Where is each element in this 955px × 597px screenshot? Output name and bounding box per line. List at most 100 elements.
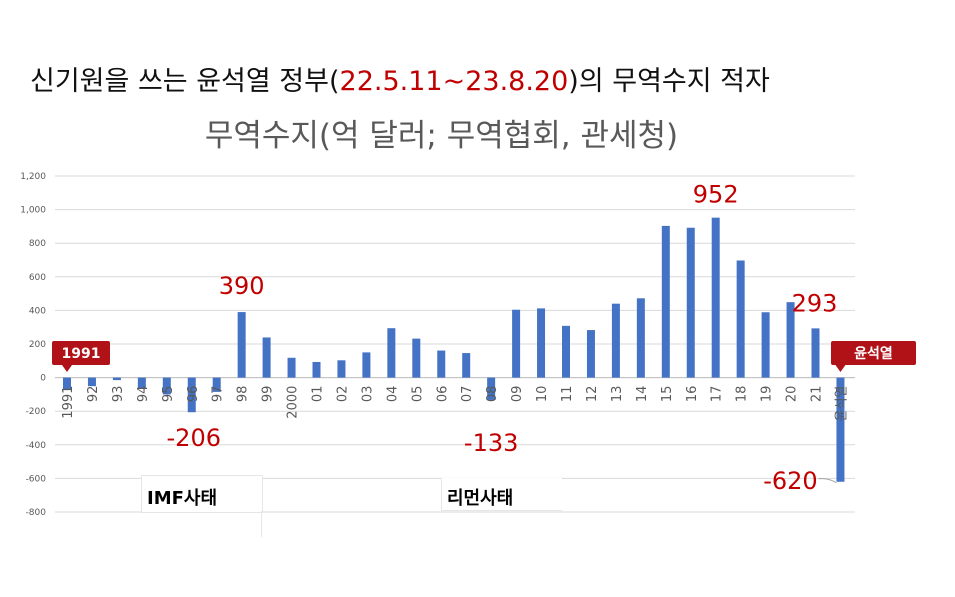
x-tick-label: 06 bbox=[435, 386, 450, 403]
headline-prefix: 신기원을 쓰는 윤석열 정부( bbox=[30, 66, 340, 97]
value-callout: 390 bbox=[219, 272, 265, 300]
callout-leader-line bbox=[818, 478, 837, 484]
bar-07 bbox=[462, 353, 471, 378]
bar-98 bbox=[237, 312, 246, 378]
bar-96 bbox=[187, 377, 196, 413]
x-tick-label: 03 bbox=[360, 386, 375, 403]
y-tick-label: 0 bbox=[40, 374, 46, 384]
y-tick-label: 600 bbox=[29, 273, 46, 283]
bar-2000 bbox=[287, 357, 296, 378]
era-tag-bg bbox=[831, 341, 916, 365]
value-callout: -133 bbox=[464, 429, 518, 457]
x-tick-label: 11 bbox=[560, 386, 575, 403]
gridlines bbox=[55, 175, 855, 513]
y-tick-label: 1,200 bbox=[20, 172, 46, 182]
bar-18 bbox=[736, 260, 745, 378]
era-tag: 1991 bbox=[52, 341, 110, 372]
bar-92 bbox=[87, 377, 96, 387]
value-callout: -206 bbox=[167, 424, 221, 452]
bar-16 bbox=[686, 227, 695, 378]
event-label-imf: IMF사태 bbox=[147, 488, 218, 509]
event-label-lehman: 리먼사태 bbox=[447, 488, 514, 509]
bar-04 bbox=[387, 328, 396, 378]
era-tags: 1991 윤석열 bbox=[52, 341, 916, 372]
bar-06 bbox=[437, 350, 446, 378]
x-tick-label: 05 bbox=[410, 386, 425, 403]
x-tick-label: 2000 bbox=[286, 386, 301, 419]
bar-17 bbox=[711, 217, 720, 378]
y-tick-label: -800 bbox=[26, 508, 47, 518]
x-tick-label: 04 bbox=[385, 386, 400, 403]
y-tick-label: 200 bbox=[29, 340, 46, 350]
event-box-imf: IMF사태 bbox=[141, 475, 263, 513]
bar-21 bbox=[811, 328, 820, 378]
bar-05 bbox=[412, 338, 421, 378]
bar-11 bbox=[562, 325, 570, 378]
headline: 신기원을 쓰는 윤석열 정부(22.5.11~23.8.20)의 무역수지 적자 bbox=[30, 60, 830, 104]
bar-99 bbox=[262, 337, 271, 378]
x-tick-label: 10 bbox=[535, 386, 550, 403]
headline-suffix: )의 무역수지 적자 bbox=[568, 66, 770, 97]
x-tick-label: 1991 bbox=[61, 386, 76, 419]
x-tick-label: 08 bbox=[485, 386, 500, 403]
x-tick-label: 12 bbox=[585, 386, 600, 403]
x-tick-label: 92 bbox=[86, 386, 101, 403]
era-tag-label: 1991 bbox=[62, 346, 101, 362]
bar-08 bbox=[487, 377, 496, 400]
x-tick-label: 19 bbox=[760, 386, 775, 403]
bar-1991 bbox=[63, 377, 71, 390]
bar-10 bbox=[537, 308, 546, 378]
x-tick-label: 07 bbox=[460, 386, 475, 403]
era-tag: 윤석열 bbox=[831, 341, 916, 372]
bar-19 bbox=[761, 312, 770, 378]
x-tick-label: 01 bbox=[311, 386, 326, 403]
bar-01 bbox=[312, 361, 321, 378]
era-tag-pointer bbox=[835, 365, 846, 372]
bar-94 bbox=[137, 377, 146, 389]
bars bbox=[63, 217, 845, 482]
y-tick-label: -600 bbox=[26, 474, 47, 484]
value-callouts: 390 -206 -133 952 293 -620 bbox=[167, 181, 838, 495]
era-tag-bg bbox=[52, 341, 110, 365]
bar-14 bbox=[636, 298, 645, 378]
x-tick-label: 97 bbox=[211, 386, 226, 403]
era-tag-pointer bbox=[62, 365, 72, 372]
y-tick-label: -400 bbox=[26, 441, 47, 451]
event-box-lehman: 리먼사태 bbox=[441, 478, 562, 511]
x-tick-label: 21 bbox=[810, 386, 825, 403]
y-tick-label: 1,000 bbox=[20, 206, 46, 216]
x-tick-label: 15 bbox=[660, 386, 675, 403]
bar-20 bbox=[786, 302, 795, 378]
y-tick-label: 400 bbox=[29, 306, 46, 316]
bar-03 bbox=[362, 352, 371, 378]
bar-09 bbox=[512, 309, 521, 378]
y-tick-label: -200 bbox=[26, 407, 47, 417]
x-tick-label: 02 bbox=[335, 386, 350, 403]
x-tick-label: 14 bbox=[635, 386, 650, 403]
x-tick-label: 20 bbox=[785, 386, 800, 403]
x-tick-label: 17 bbox=[710, 386, 725, 403]
x-tick-label: 16 bbox=[685, 386, 700, 403]
bar-12 bbox=[586, 330, 595, 378]
chart-title-text: 무역수지(억 달러; 무역협회, 관세청) bbox=[204, 118, 679, 154]
x-tick-label: 99 bbox=[261, 386, 276, 403]
x-tick-label: 96 bbox=[186, 386, 201, 403]
x-tick-label: 18 bbox=[735, 386, 750, 403]
x-tick-label: 13 bbox=[610, 386, 625, 403]
x-tick-label: 95 bbox=[161, 386, 176, 403]
x-tick-label: 94 bbox=[136, 386, 151, 403]
x-tick-label: 윤석열 bbox=[834, 386, 849, 422]
x-axis-ticks: 1991 92 93 94 95 96 97 98 99 2000 01 02 03 04 05 06 07 08… bbox=[61, 386, 849, 422]
event-box-imf-tail bbox=[141, 511, 262, 537]
bar-97 bbox=[212, 377, 221, 392]
x-tick-label: 93 bbox=[111, 386, 126, 403]
x-tick-label: 09 bbox=[510, 386, 525, 403]
x-tick-label: 98 bbox=[236, 386, 251, 403]
value-callout: -620 bbox=[763, 467, 817, 495]
bar-13 bbox=[611, 303, 620, 378]
chart-title: 무역수지(억 달러; 무역협회, 관세청) bbox=[0, 116, 955, 156]
bar-15 bbox=[661, 225, 670, 378]
headline-period: 22.5.11~23.8.20 bbox=[339, 66, 569, 97]
bar-95 bbox=[162, 377, 171, 395]
